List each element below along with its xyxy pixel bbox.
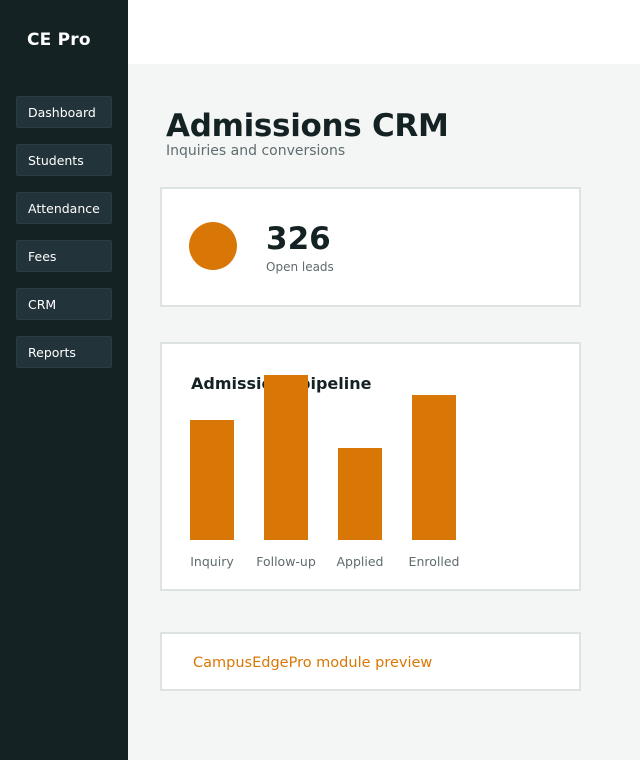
page-title: Admissions CRM <box>166 108 449 144</box>
sidebar-item-fees[interactable]: Fees <box>16 240 112 272</box>
module-preview-card: CampusEdgePro module preview <box>160 632 581 691</box>
bar-applied <box>338 448 382 540</box>
x-tick-label: Inquiry <box>190 554 234 569</box>
sidebar-item-dashboard[interactable]: Dashboard <box>16 96 112 128</box>
brand-logo[interactable]: CE Pro <box>27 30 91 50</box>
kpi-indicator-dot <box>189 222 237 270</box>
bar-enrolled <box>412 395 456 540</box>
sidebar-item-attendance[interactable]: Attendance <box>16 192 112 224</box>
sidebar: CE Pro Dashboard Students Attendance Fee… <box>0 0 128 760</box>
bar-follow-up <box>264 375 308 540</box>
x-tick-label: Enrolled <box>409 554 460 569</box>
pipeline-bar-chart: Inquiry Follow-up Applied Enrolled <box>190 375 460 569</box>
sidebar-item-crm[interactable]: CRM <box>16 288 112 320</box>
pipeline-chart-card: Admissions pipeline Inquiry Follow-up Appl… <box>160 342 581 591</box>
module-preview-link[interactable]: CampusEdgePro module preview <box>193 655 433 671</box>
kpi-card-open-leads: 326 Open leads <box>160 187 581 307</box>
kpi-value: 326 <box>266 221 331 257</box>
top-bar <box>128 0 640 64</box>
x-tick-label: Applied <box>337 554 384 569</box>
bar-inquiry <box>190 420 234 540</box>
sidebar-item-students[interactable]: Students <box>16 144 112 176</box>
kpi-label: Open leads <box>266 260 334 274</box>
sidebar-nav: Dashboard Students Attendance Fees CRM R… <box>16 96 112 384</box>
sidebar-item-reports[interactable]: Reports <box>16 336 112 368</box>
x-tick-label: Follow-up <box>256 554 316 569</box>
page-subtitle: Inquiries and conversions <box>166 143 346 159</box>
